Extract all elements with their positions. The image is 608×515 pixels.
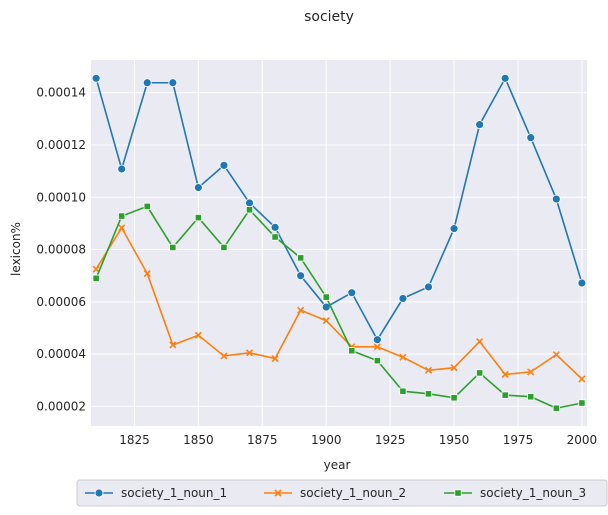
data-point bbox=[220, 352, 228, 360]
data-point bbox=[194, 331, 202, 339]
data-point bbox=[424, 366, 433, 374]
legend-label: society_1_noun_1 bbox=[121, 486, 227, 500]
data-point bbox=[194, 214, 202, 222]
y-tick-label: 0.00004 bbox=[36, 347, 86, 361]
y-tick-label: 0.00014 bbox=[36, 86, 86, 100]
y-tick-label: 0.00012 bbox=[36, 138, 86, 152]
data-point bbox=[271, 354, 279, 363]
data-point bbox=[296, 271, 306, 281]
data-point bbox=[193, 183, 203, 192]
data-point bbox=[168, 78, 178, 88]
data-point bbox=[274, 489, 282, 497]
series-line bbox=[95, 205, 583, 410]
data-point bbox=[527, 393, 535, 401]
data-point bbox=[372, 335, 382, 345]
series-layer bbox=[91, 73, 587, 412]
data-point bbox=[578, 375, 586, 383]
data-point bbox=[424, 390, 433, 398]
data-point bbox=[322, 293, 330, 301]
data-point bbox=[297, 254, 305, 262]
data-point bbox=[270, 222, 280, 232]
data-point bbox=[297, 306, 305, 314]
data-point bbox=[91, 73, 101, 83]
data-point bbox=[449, 224, 459, 234]
series-2 bbox=[92, 224, 586, 383]
legend-item: society_1_noun_2 bbox=[264, 486, 406, 500]
data-point bbox=[143, 270, 151, 278]
data-point bbox=[245, 206, 254, 214]
series-line bbox=[95, 76, 583, 342]
data-point bbox=[94, 488, 104, 498]
x-tick-label: 1900 bbox=[311, 433, 342, 447]
data-point bbox=[475, 120, 485, 129]
data-point bbox=[476, 369, 484, 377]
data-point bbox=[454, 489, 462, 497]
legend-label: society_1_noun_3 bbox=[480, 486, 586, 500]
data-point bbox=[552, 351, 560, 359]
legend-item: society_1_noun_3 bbox=[444, 486, 586, 500]
x-tick-label: 1875 bbox=[247, 433, 278, 447]
data-point bbox=[92, 274, 100, 282]
x-axis-ticks: 1825 1850 1875 1900 1925 1950 1975 2000 bbox=[119, 433, 597, 447]
x-tick-label: 1925 bbox=[375, 433, 406, 447]
series-1 bbox=[91, 73, 587, 345]
data-point bbox=[501, 370, 509, 379]
y-tick-label: 0.00002 bbox=[36, 399, 86, 413]
y-tick-label: 0.00010 bbox=[36, 190, 86, 204]
x-tick-label: 1950 bbox=[439, 433, 470, 447]
y-axis-ticks: 0.00002 0.00004 0.00006 0.00008 0.00010 0.000… bbox=[36, 86, 86, 414]
x-axis-label: year bbox=[324, 458, 351, 472]
y-tick-label: 0.00008 bbox=[36, 243, 86, 257]
y-axis-label: lexicon% bbox=[9, 222, 23, 276]
data-point bbox=[322, 317, 330, 325]
data-point bbox=[399, 353, 407, 361]
series-line bbox=[95, 226, 583, 380]
data-point bbox=[373, 357, 381, 365]
legend-label: society_1_noun_2 bbox=[300, 486, 406, 500]
y-tick-label: 0.00006 bbox=[36, 295, 86, 309]
data-point bbox=[551, 194, 561, 204]
x-tick-label: 1825 bbox=[119, 433, 150, 447]
data-point bbox=[143, 202, 151, 210]
series-3 bbox=[92, 202, 586, 412]
data-point bbox=[118, 224, 126, 232]
plot-background bbox=[91, 60, 587, 426]
data-point bbox=[220, 243, 228, 252]
legend: society_1_noun_1 society_1_noun_2 society_… bbox=[76, 479, 608, 507]
data-point bbox=[424, 282, 433, 292]
data-point bbox=[552, 404, 560, 412]
data-point bbox=[219, 160, 229, 170]
data-point bbox=[118, 212, 126, 220]
chart-title: society bbox=[304, 9, 354, 25]
legend-item: society_1_noun_1 bbox=[85, 486, 227, 500]
data-point bbox=[271, 233, 279, 241]
data-point bbox=[169, 341, 177, 349]
data-point bbox=[373, 343, 381, 351]
data-point bbox=[398, 294, 408, 303]
data-point bbox=[347, 288, 357, 298]
legend-box bbox=[76, 479, 608, 507]
data-point bbox=[578, 399, 586, 407]
x-tick-label: 1850 bbox=[183, 433, 214, 447]
data-point bbox=[142, 78, 152, 88]
data-point bbox=[527, 368, 535, 376]
data-point bbox=[348, 347, 356, 355]
data-point bbox=[476, 337, 484, 346]
data-point bbox=[526, 133, 536, 143]
data-point bbox=[117, 164, 127, 174]
data-point bbox=[500, 73, 510, 83]
data-point bbox=[577, 278, 587, 288]
x-tick-label: 2000 bbox=[567, 433, 598, 447]
data-point bbox=[501, 391, 509, 399]
data-point bbox=[450, 394, 458, 402]
data-point bbox=[245, 349, 254, 357]
data-point bbox=[450, 364, 458, 372]
data-point bbox=[92, 265, 100, 273]
data-point bbox=[399, 387, 407, 395]
data-point bbox=[169, 243, 177, 252]
x-tick-label: 1975 bbox=[503, 433, 534, 447]
data-point bbox=[245, 198, 254, 208]
